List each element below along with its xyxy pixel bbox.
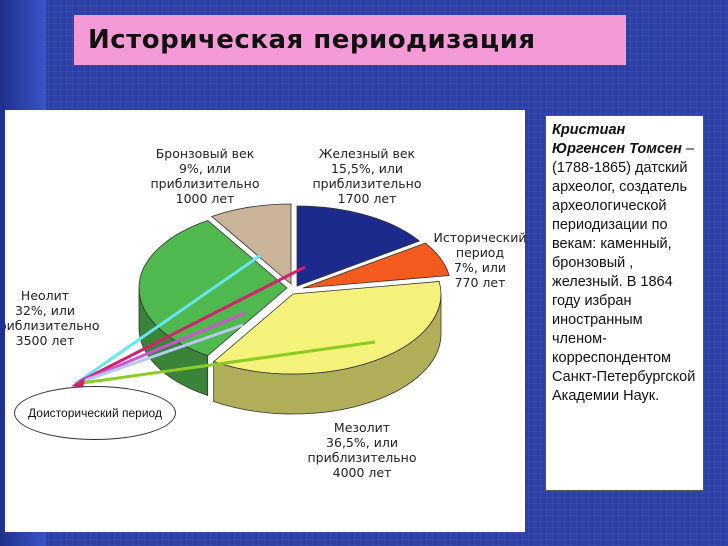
biography-box: Кристиан Юргенсен Томсен – (1788-1865) д… (545, 115, 704, 491)
pie-slice-железный-век (296, 205, 421, 287)
pie-slice-мезолит (212, 281, 442, 375)
pie-label-исторический-период: Исторический период 7%, или 770 лет (434, 230, 525, 290)
pie-slice-бронзовый-век (210, 203, 292, 285)
pointer-arrow (74, 265, 306, 386)
bio-text: – (1788-1865) датский археолог, создател… (552, 141, 696, 404)
title-banner: Историческая периодизация (74, 15, 626, 65)
pie-chart: Железный век 15,5%, или приблизительно 1700… (5, 146, 525, 480)
pointer-arrow (74, 323, 244, 386)
page-title: Историческая периодизация (88, 25, 536, 55)
pie-label-бронзовый-век: Бронзовый век 9%, или приблизительно 1000 л… (151, 146, 260, 206)
bio-name: Кристиан Юргенсен Томсен (552, 122, 682, 157)
pointer-arrow (74, 253, 262, 386)
prehistoric-period-label: Доисторический период (28, 406, 162, 420)
pie-label-железный-век: Железный век 15,5%, или приблизительно 1700… (313, 146, 422, 206)
pointer-arrow (74, 311, 246, 386)
prehistoric-period-callout: Доисторический период (14, 386, 176, 440)
pointer-arrow (74, 340, 376, 386)
pie-label-мезолит: Мезолит 36,5%, или приблизительно 4000 лет (308, 420, 417, 480)
chart-panel: Железный век 15,5%, или приблизительно 1700… (5, 110, 525, 532)
pie-slice-исторический-период (302, 242, 450, 289)
